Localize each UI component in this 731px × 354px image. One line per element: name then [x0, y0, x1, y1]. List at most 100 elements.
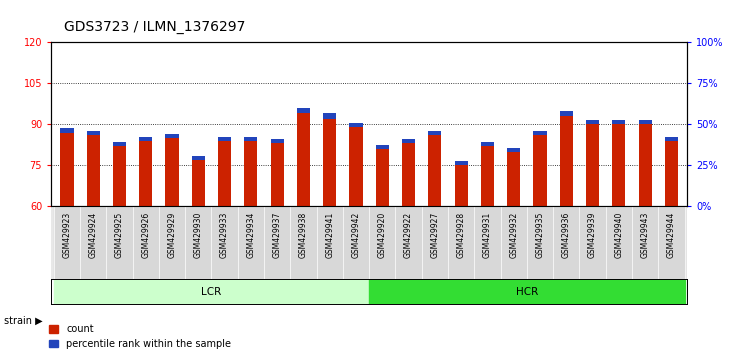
Bar	[106, 206, 132, 279]
Text: GSM429920: GSM429920	[378, 212, 387, 258]
Bar	[428, 131, 442, 135]
Text: GSM429944: GSM429944	[667, 212, 676, 258]
Bar	[527, 206, 553, 279]
Bar	[586, 120, 599, 124]
Bar	[54, 279, 369, 304]
Text: strain ▶: strain ▶	[4, 315, 42, 325]
Bar	[658, 206, 684, 279]
Bar	[139, 141, 152, 206]
Legend: count, percentile rank within the sample: count, percentile rank within the sample	[49, 324, 231, 349]
Bar	[560, 111, 573, 116]
Bar	[290, 206, 317, 279]
Bar	[192, 160, 205, 206]
Text: GSM429930: GSM429930	[194, 212, 202, 258]
Bar	[560, 116, 573, 206]
Bar	[139, 137, 152, 141]
Bar	[80, 206, 106, 279]
Text: GSM429926: GSM429926	[141, 212, 151, 258]
Bar	[61, 129, 74, 132]
Bar	[218, 141, 231, 206]
Bar	[507, 148, 520, 152]
Bar	[376, 149, 389, 206]
Bar	[113, 142, 126, 146]
Bar	[87, 131, 100, 135]
Bar	[580, 206, 606, 279]
Bar	[664, 141, 678, 206]
Text: GSM429922: GSM429922	[404, 212, 413, 258]
Bar	[270, 143, 284, 206]
Text: GSM429939: GSM429939	[588, 212, 597, 258]
Bar	[613, 124, 626, 206]
Bar	[270, 139, 284, 143]
Bar	[132, 206, 159, 279]
Bar	[455, 165, 468, 206]
Bar	[507, 152, 520, 206]
Bar	[369, 279, 684, 304]
Bar	[586, 124, 599, 206]
Text: GSM429928: GSM429928	[457, 212, 466, 258]
Bar	[244, 141, 257, 206]
Text: GSM429923: GSM429923	[62, 212, 72, 258]
Bar	[159, 206, 185, 279]
Text: GSM429938: GSM429938	[299, 212, 308, 258]
Bar	[192, 156, 205, 160]
Bar	[448, 206, 474, 279]
Text: GDS3723 / ILMN_1376297: GDS3723 / ILMN_1376297	[64, 20, 246, 34]
Bar	[395, 206, 422, 279]
Bar	[402, 139, 415, 143]
Bar	[422, 206, 448, 279]
Bar	[244, 137, 257, 141]
Bar	[185, 206, 211, 279]
Bar	[481, 142, 494, 146]
Bar	[638, 124, 651, 206]
Bar	[165, 134, 178, 138]
Bar	[297, 108, 310, 113]
Bar	[323, 113, 336, 119]
Bar	[87, 135, 100, 206]
Text: GSM429942: GSM429942	[352, 212, 360, 258]
Text: GSM429925: GSM429925	[115, 212, 124, 258]
Bar	[238, 206, 264, 279]
Bar	[113, 146, 126, 206]
Bar	[474, 206, 501, 279]
Text: GSM429935: GSM429935	[536, 212, 545, 258]
Bar	[501, 206, 527, 279]
Bar	[638, 120, 651, 124]
Bar	[613, 120, 626, 124]
Bar	[343, 206, 369, 279]
Bar	[553, 206, 580, 279]
Bar	[165, 138, 178, 206]
Bar	[369, 206, 395, 279]
Bar	[54, 206, 80, 279]
Bar	[534, 131, 547, 135]
Bar	[376, 145, 389, 149]
Text: GSM429941: GSM429941	[325, 212, 334, 258]
Bar	[61, 132, 74, 206]
Text: GSM429931: GSM429931	[483, 212, 492, 258]
Bar	[606, 206, 632, 279]
Text: GSM429936: GSM429936	[561, 212, 571, 258]
Text: GSM429929: GSM429929	[167, 212, 177, 258]
Bar	[349, 123, 363, 127]
Text: GSM429943: GSM429943	[640, 212, 650, 258]
Bar	[402, 143, 415, 206]
Text: GSM429940: GSM429940	[614, 212, 624, 258]
Text: GSM429924: GSM429924	[88, 212, 98, 258]
Bar	[297, 113, 310, 206]
Bar	[481, 146, 494, 206]
Bar	[211, 206, 238, 279]
Bar	[534, 135, 547, 206]
Bar	[349, 127, 363, 206]
Text: GSM429933: GSM429933	[220, 212, 229, 258]
Text: HCR: HCR	[515, 287, 538, 297]
Text: GSM429934: GSM429934	[246, 212, 255, 258]
Bar	[218, 137, 231, 141]
Bar	[323, 119, 336, 206]
Bar	[264, 206, 290, 279]
Bar	[664, 137, 678, 141]
Bar	[428, 135, 442, 206]
Bar	[317, 206, 343, 279]
Text: GSM429932: GSM429932	[510, 212, 518, 258]
Text: GSM429927: GSM429927	[431, 212, 439, 258]
Text: GSM429937: GSM429937	[273, 212, 281, 258]
